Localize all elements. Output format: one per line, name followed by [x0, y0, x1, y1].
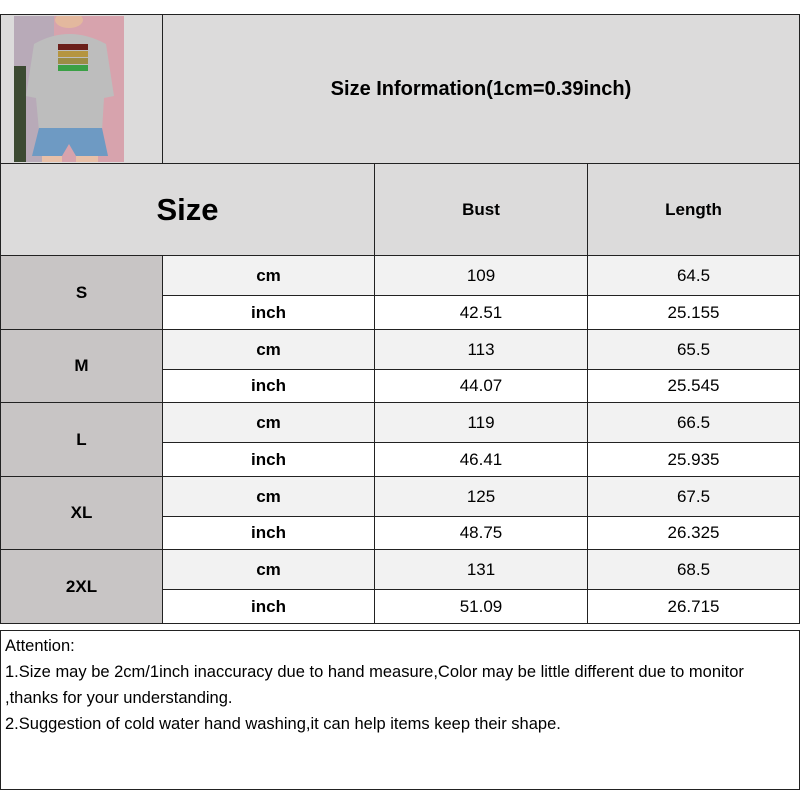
note-1: 1.Size may be 2cm/1inch inaccuracy due t… [5, 663, 744, 707]
length-inch: 25.935 [587, 442, 800, 477]
bust-cm: 113 [374, 328, 588, 371]
unit-cm: cm [162, 255, 375, 297]
length-inch: 26.715 [587, 589, 800, 624]
unit-inch: inch [162, 442, 375, 477]
bust-header: Bust [374, 163, 588, 256]
length-cm: 65.5 [587, 328, 800, 371]
bust-cm: 131 [374, 549, 588, 591]
note-2: 2.Suggestion of cold water hand washing,… [5, 715, 561, 733]
size-label: M [0, 328, 163, 404]
unit-inch: inch [162, 589, 375, 624]
length-inch: 26.325 [587, 515, 800, 551]
unit-cm: cm [162, 402, 375, 444]
notes: Attention: 1.Size may be 2cm/1inch inacc… [0, 630, 800, 790]
bust-cm: 109 [374, 255, 588, 297]
notes-heading: Attention: [5, 637, 75, 655]
size-label: 2XL [0, 549, 163, 624]
unit-inch: inch [162, 515, 375, 551]
image-cell [0, 14, 163, 164]
size-label: S [0, 255, 163, 330]
size-label: L [0, 402, 163, 477]
bust-inch: 51.09 [374, 589, 588, 624]
length-header: Length [587, 163, 800, 256]
bust-cm: 119 [374, 402, 588, 444]
bust-inch: 42.51 [374, 295, 588, 330]
size-header: Size [0, 163, 375, 256]
length-cm: 64.5 [587, 255, 800, 297]
product-photo [13, 16, 124, 162]
length-cm: 66.5 [587, 402, 800, 444]
bust-inch: 48.75 [374, 515, 588, 551]
length-cm: 67.5 [587, 475, 800, 518]
unit-cm: cm [162, 475, 375, 518]
unit-cm: cm [162, 549, 375, 591]
bust-inch: 44.07 [374, 368, 588, 404]
bust-inch: 46.41 [374, 442, 588, 477]
length-inch: 25.545 [587, 368, 800, 404]
length-cm: 68.5 [587, 549, 800, 591]
unit-inch: inch [162, 295, 375, 330]
unit-inch: inch [162, 368, 375, 404]
page-title: Size Information(1cm=0.39inch) [162, 14, 800, 164]
unit-cm: cm [162, 328, 375, 371]
size-label: XL [0, 475, 163, 551]
length-inch: 25.155 [587, 295, 800, 330]
bust-cm: 125 [374, 475, 588, 518]
